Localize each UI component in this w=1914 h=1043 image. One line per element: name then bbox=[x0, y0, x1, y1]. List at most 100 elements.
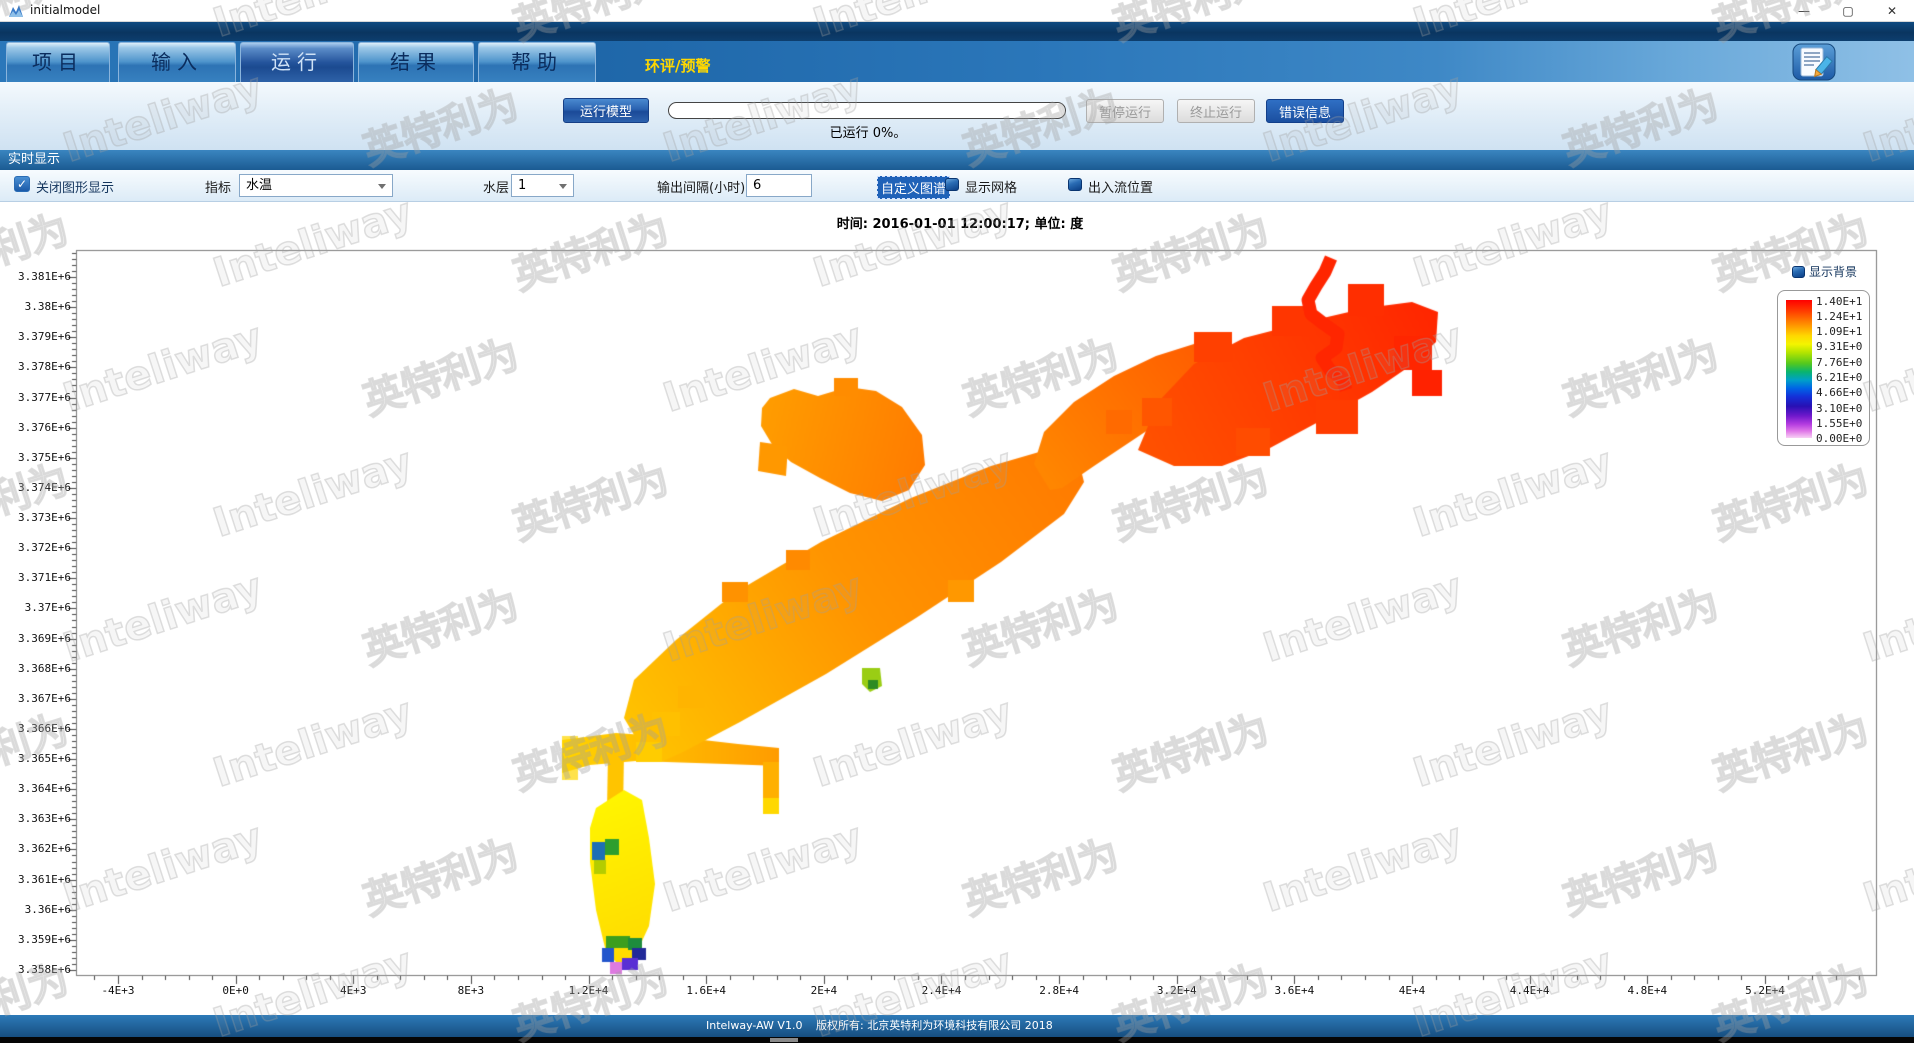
custom-palette-button[interactable]: 自定义图谱 bbox=[877, 176, 951, 199]
legend-value: 6.21E+0 bbox=[1816, 371, 1863, 385]
y-tick-label: 3.37E+6 bbox=[24, 601, 71, 615]
restore-button[interactable]: ▢ bbox=[1842, 4, 1854, 18]
x-tick-label: 3.6E+4 bbox=[1274, 984, 1315, 997]
run-toolbar: 运行模型 已运行 0%。 暂停运行 终止运行 错误信息 bbox=[0, 82, 1914, 150]
show-grid-label: 显示网格 bbox=[965, 181, 1018, 196]
flow-position-checkbox[interactable] bbox=[1068, 178, 1082, 191]
y-tick-label: 3.362E+6 bbox=[18, 842, 71, 856]
legend-color-gradient bbox=[1786, 300, 1812, 438]
x-tick-label: 4.8E+4 bbox=[1627, 984, 1668, 997]
close-graph-label: 关闭图形显示 bbox=[36, 181, 115, 196]
indicator-value: 水温 bbox=[246, 178, 273, 193]
error-info-button[interactable]: 错误信息 bbox=[1266, 99, 1344, 123]
pause-run-button[interactable]: 暂停运行 bbox=[1086, 99, 1164, 123]
y-tick-label: 3.372E+6 bbox=[18, 541, 71, 555]
footer-copyright: 版权所有: 北京英特利为环境科技有限公司 2018 bbox=[816, 1019, 1053, 1032]
y-tick-label: 3.363E+6 bbox=[18, 812, 71, 826]
interval-label: 输出间隔(小时) bbox=[657, 181, 746, 196]
legend-value: 1.24E+1 bbox=[1816, 309, 1863, 323]
window-title: initialmodel bbox=[30, 3, 101, 17]
x-tick-label: 0E+0 bbox=[222, 984, 249, 997]
y-tick-label: 3.379E+6 bbox=[18, 330, 71, 344]
layer-select[interactable]: 1 bbox=[511, 174, 574, 197]
indicator-label: 指标 bbox=[205, 181, 232, 196]
taskbar-strip bbox=[0, 1037, 1914, 1043]
legend-value: 1.09E+1 bbox=[1816, 325, 1863, 339]
tab-bar: 项目 输入 运行 结果 帮助 环评/预警 bbox=[0, 41, 1914, 82]
x-tick-label: -4E+3 bbox=[101, 984, 135, 997]
indicator-select[interactable]: 水温 bbox=[239, 174, 393, 197]
y-tick-label: 3.371E+6 bbox=[18, 571, 71, 585]
chevron-down-icon bbox=[378, 184, 386, 189]
y-tick-label: 3.369E+6 bbox=[18, 631, 71, 645]
document-edit-icon[interactable] bbox=[1792, 43, 1836, 81]
tab-5[interactable]: 帮助 bbox=[478, 42, 596, 82]
x-tick-label: 5.2E+4 bbox=[1745, 984, 1785, 997]
x-tick-label: 2.8E+4 bbox=[1039, 984, 1079, 997]
y-tick-label: 3.359E+6 bbox=[18, 932, 71, 946]
y-tick-label: 3.374E+6 bbox=[18, 480, 71, 494]
y-tick-label: 3.367E+6 bbox=[18, 691, 71, 705]
chevron-down-icon bbox=[559, 184, 567, 189]
footer-version: Intelway-AW V1.0 bbox=[706, 1019, 803, 1032]
flow-position-label: 出入流位置 bbox=[1088, 181, 1154, 196]
tab-1[interactable]: 项目 bbox=[6, 42, 110, 82]
temperature-map-canvas[interactable] bbox=[56, 238, 1890, 994]
layer-value: 1 bbox=[518, 178, 527, 193]
legend-value: 9.31E+0 bbox=[1816, 340, 1863, 354]
progress-bar bbox=[668, 102, 1066, 119]
y-tick-label: 3.365E+6 bbox=[18, 752, 71, 766]
x-tick-label: 4E+4 bbox=[1398, 984, 1426, 997]
legend-value: 1.40E+1 bbox=[1816, 294, 1863, 308]
taskbar-handle bbox=[770, 1038, 798, 1042]
show-background-label: 显示背景 bbox=[1809, 265, 1858, 279]
interval-input[interactable]: 6 bbox=[746, 174, 812, 197]
y-tick-label: 3.377E+6 bbox=[18, 390, 71, 404]
tab-2[interactable]: 输入 bbox=[118, 42, 236, 82]
y-tick-label: 3.358E+6 bbox=[18, 962, 71, 976]
legend-value: 0.00E+0 bbox=[1816, 432, 1863, 446]
close-button[interactable]: ✕ bbox=[1886, 4, 1898, 18]
y-tick-label: 3.373E+6 bbox=[18, 511, 71, 525]
x-tick-label: 4E+3 bbox=[340, 984, 367, 997]
y-tick-label: 3.38E+6 bbox=[24, 300, 71, 314]
x-tick-label: 2E+4 bbox=[810, 984, 838, 997]
show-grid-checkbox[interactable] bbox=[945, 178, 959, 191]
legend-value: 3.10E+0 bbox=[1816, 401, 1863, 415]
show-background-checkbox[interactable] bbox=[1792, 266, 1805, 278]
stop-run-button[interactable]: 终止运行 bbox=[1177, 99, 1255, 123]
x-tick-label: 2.4E+4 bbox=[921, 984, 962, 997]
x-tick-label: 3.2E+4 bbox=[1156, 984, 1197, 997]
legend: 1.40E+1 1.24E+1 1.09E+1 9.31E+0 7.76E+0 6.21E… bbox=[1777, 290, 1870, 446]
tab-4[interactable]: 结果 bbox=[358, 42, 474, 82]
layer-label: 水层 bbox=[483, 181, 510, 196]
y-tick-label: 3.361E+6 bbox=[18, 872, 71, 886]
y-tick-label: 3.36E+6 bbox=[24, 902, 71, 916]
x-tick-label: 1.6E+4 bbox=[686, 984, 727, 997]
app-icon bbox=[8, 3, 24, 19]
x-tick-label: 8E+3 bbox=[457, 984, 485, 997]
y-tick-label: 3.366E+6 bbox=[18, 721, 71, 735]
legend-value: 1.55E+0 bbox=[1816, 417, 1863, 431]
controls-row: ✓ 关闭图形显示 指标 水温 水层 1 输出间隔(小时) 6 自定义图谱 显示网… bbox=[0, 170, 1914, 202]
close-graph-checkbox[interactable]: ✓ bbox=[14, 176, 30, 192]
y-tick-label: 3.375E+6 bbox=[18, 450, 71, 464]
progress-text: 已运行 0%。 bbox=[829, 126, 907, 141]
y-tick-label: 3.376E+6 bbox=[18, 420, 71, 434]
x-tick-label: 1.2E+4 bbox=[568, 984, 609, 997]
realtime-display-header: 实时显示 bbox=[0, 150, 1914, 170]
y-tick-label: 3.381E+6 bbox=[18, 270, 71, 283]
minimize-button[interactable]: — bbox=[1798, 4, 1810, 18]
legend-value: 4.66E+0 bbox=[1816, 386, 1863, 400]
time-label: 时间: 2016-01-01 12:00:17; 单位: 度 bbox=[836, 217, 1084, 232]
y-tick-label: 3.368E+6 bbox=[18, 661, 71, 675]
chart-region: 时间: 2016-01-01 12:00:17; 单位: 度 3.381E+6 3… bbox=[0, 202, 1914, 1015]
tab-3[interactable]: 运行 bbox=[240, 42, 354, 82]
run-model-button[interactable]: 运行模型 bbox=[563, 98, 649, 123]
x-tick-label: 4.4E+4 bbox=[1509, 984, 1550, 997]
titlebar: initialmodel — ▢ ✕ bbox=[0, 0, 1914, 22]
tab-env-warning[interactable]: 环评/预警 bbox=[645, 57, 711, 75]
footer: Intelway-AW V1.0 版权所有: 北京英特利为环境科技有限公司 20… bbox=[0, 1015, 1914, 1037]
legend-value: 7.76E+0 bbox=[1816, 355, 1863, 369]
